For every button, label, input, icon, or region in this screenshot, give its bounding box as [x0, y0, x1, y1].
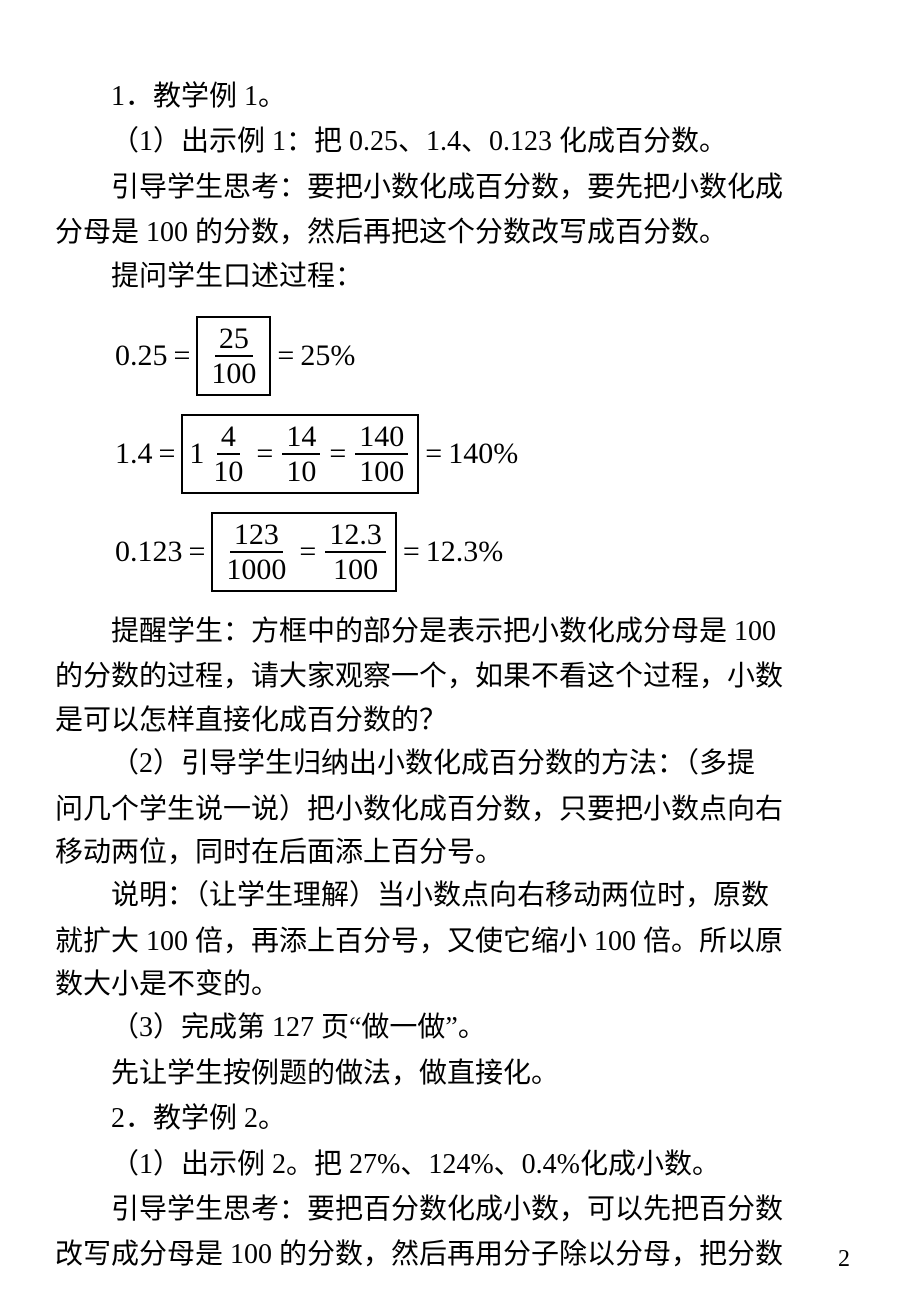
eq1-frac: 25 100 — [207, 322, 260, 390]
paragraph-6a: （2）引导学生归纳出小数化成百分数的方法：（多提 — [55, 742, 865, 785]
eq3-f2n: 12.3 — [325, 518, 386, 553]
equals-sign: = — [329, 431, 346, 478]
paragraph-10: 2．教学例 2。 — [55, 1097, 865, 1140]
eq2-f1n: 4 — [217, 420, 240, 455]
eq1-lhs: 0.25 — [115, 333, 168, 380]
eq3-frac2: 12.3 100 — [325, 518, 386, 586]
eq3-boxed: 123 1000 = 12.3 100 — [211, 512, 396, 592]
equation-2: 1.4 = 1 4 10 = 14 10 = 140 100 — [115, 414, 865, 494]
eq2-rhs: 140% — [448, 431, 518, 478]
eq2-frac3: 140 100 — [355, 420, 408, 488]
paragraph-5a: 提醒学生：方框中的部分是表示把小数化成分母是 100 — [55, 610, 865, 653]
paragraph-1: 1．教学例 1。 — [55, 75, 865, 118]
eq2-f3n: 140 — [355, 420, 408, 455]
eq2-frac2: 14 10 — [282, 420, 320, 488]
eq2-mixed: 1 4 10 — [189, 420, 250, 488]
paragraph-6b: 问几个学生说一说）把小数化成百分数，只要把小数点向右 — [55, 788, 865, 831]
paragraph-12b: 改写成分母是 100 的分数，然后再用分子除以分母，把分数 — [55, 1233, 865, 1276]
eq3-f1d: 1000 — [222, 553, 290, 586]
eq2-f2n: 14 — [282, 420, 320, 455]
eq2-f3d: 100 — [355, 455, 408, 488]
eq3-rhs: 12.3% — [426, 529, 504, 576]
paragraph-5c: 是可以怎样直接化成百分数的？ — [55, 699, 865, 742]
equals-sign: = — [174, 333, 191, 380]
eq3-f2d: 100 — [329, 553, 382, 586]
paragraph-6c: 移动两位，同时在后面添上百分号。 — [55, 831, 865, 874]
paragraph-4: 提问学生口述过程： — [55, 255, 865, 298]
eq1-den: 100 — [207, 357, 260, 390]
eq2-f2d: 10 — [282, 455, 320, 488]
equals-sign: = — [425, 431, 442, 478]
math-equations: 0.25 = 25 100 = 25% 1.4 = 1 4 10 — [115, 316, 865, 592]
paragraph-3a: 引导学生思考：要把小数化成百分数，要先把小数化成 — [55, 166, 865, 209]
paragraph-9: 先让学生按例题的做法，做直接化。 — [55, 1052, 865, 1095]
paragraph-11: （1）出示例 2。把 27%、124%、0.4%化成小数。 — [55, 1143, 865, 1186]
equals-sign: = — [299, 529, 316, 576]
eq2-lhs: 1.4 — [115, 431, 153, 478]
eq3-f1n: 123 — [230, 518, 283, 553]
equation-3: 0.123 = 123 1000 = 12.3 100 = 12.3% — [115, 512, 865, 592]
eq2-int: 1 — [189, 431, 204, 478]
paragraph-7b: 就扩大 100 倍，再添上百分号，又使它缩小 100 倍。所以原 — [55, 920, 865, 963]
document-body: 1．教学例 1。 （1）出示例 1：把 0.25、1.4、0.123 化成百分数… — [55, 75, 865, 1277]
eq1-num: 25 — [215, 322, 253, 357]
eq2-frac1: 4 10 — [209, 420, 247, 488]
paragraph-12a: 引导学生思考：要把百分数化成小数，可以先把百分数 — [55, 1188, 865, 1231]
paragraph-2: （1）出示例 1：把 0.25、1.4、0.123 化成百分数。 — [55, 120, 865, 163]
equals-sign: = — [159, 431, 176, 478]
page-number: 2 — [838, 1246, 850, 1273]
paragraph-7c: 数大小是不变的。 — [55, 963, 865, 1006]
equals-sign: = — [189, 529, 206, 576]
equation-1: 0.25 = 25 100 = 25% — [115, 316, 865, 396]
eq1-boxed: 25 100 — [196, 316, 271, 396]
eq2-f1d: 10 — [209, 455, 247, 488]
eq3-lhs: 0.123 — [115, 529, 183, 576]
equals-sign: = — [277, 333, 294, 380]
eq2-boxed: 1 4 10 = 14 10 = 140 100 — [181, 414, 419, 494]
paragraph-8: （3）完成第 127 页“做一做”。 — [55, 1006, 865, 1049]
eq1-rhs: 25% — [300, 333, 355, 380]
equals-sign: = — [403, 529, 420, 576]
eq3-frac1: 123 1000 — [222, 518, 290, 586]
paragraph-5b: 的分数的过程，请大家观察一个，如果不看这个过程，小数 — [55, 655, 865, 698]
paragraph-3b: 分母是 100 的分数，然后再把这个分数改写成百分数。 — [55, 211, 865, 254]
equals-sign: = — [256, 431, 273, 478]
paragraph-7a: 说明：（让学生理解）当小数点向右移动两位时，原数 — [55, 874, 865, 917]
